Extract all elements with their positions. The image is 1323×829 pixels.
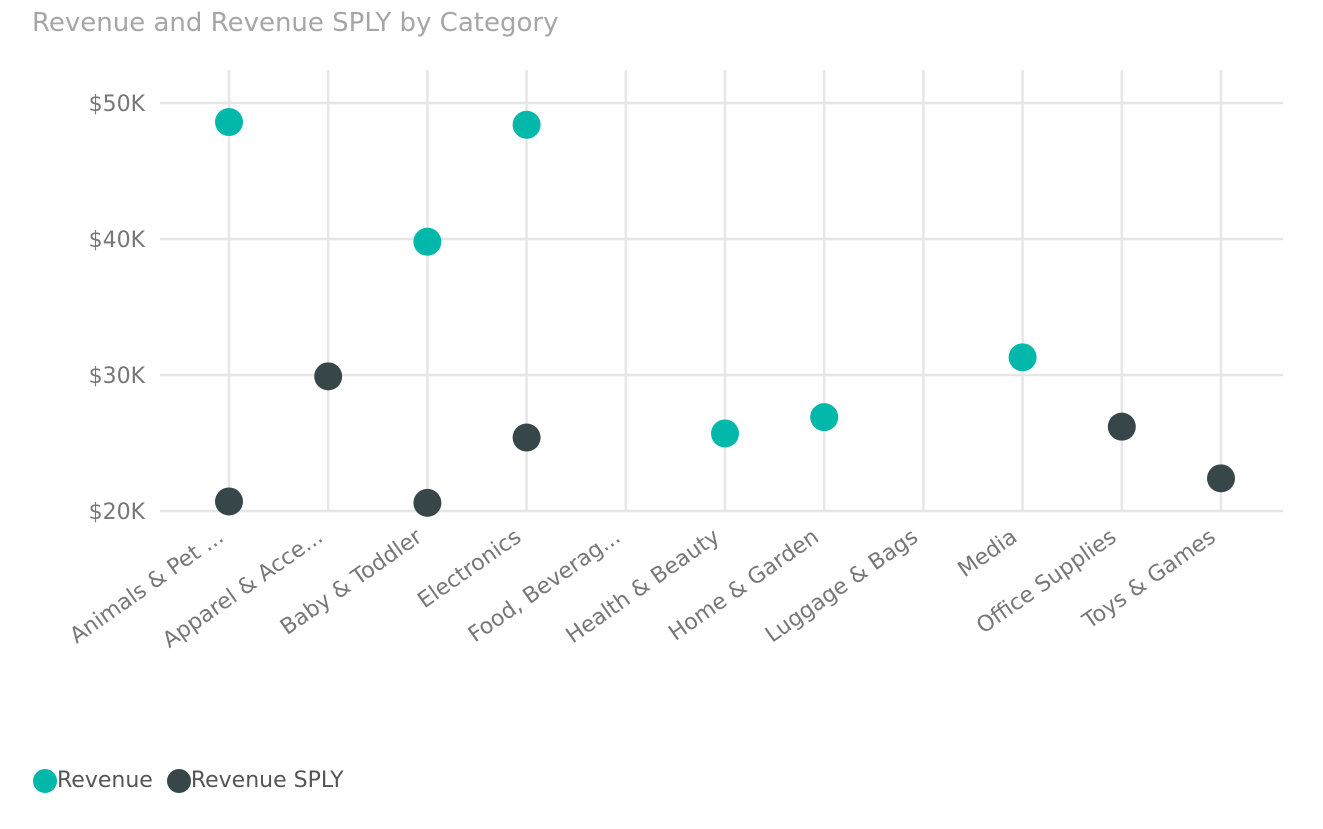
x-axis: Animals & Pet ...Apparel & Acce...Baby &… — [66, 524, 1221, 654]
point-revenue-sply-electronics[interactable] — [512, 423, 541, 452]
point-revenue-sply-animals-pet[interactable] — [215, 487, 243, 516]
point-revenue-sply-toys-games[interactable] — [1207, 464, 1235, 493]
legend-item-revenue-sply[interactable]: Revenue SPLY — [166, 768, 344, 793]
point-revenue-health-beauty[interactable] — [711, 419, 739, 448]
legend-label-revenue: Revenue — [57, 768, 153, 793]
legend-item-revenue[interactable]: Revenue — [33, 768, 153, 793]
legend-label-revenue-sply: Revenue SPLY — [190, 768, 344, 793]
x-tick-label-apparel-acce: Apparel & Acce... — [158, 524, 327, 653]
point-revenue-media[interactable] — [1008, 343, 1037, 372]
y-axis: $20K $30K $40K $50K — [89, 92, 146, 525]
legend-marker-revenue-sply — [166, 768, 191, 793]
point-revenue-electronics[interactable] — [512, 110, 541, 139]
point-revenue-home-garden[interactable] — [810, 403, 839, 432]
y-tick-label: $50K — [89, 92, 146, 117]
data-points — [215, 108, 1235, 517]
legend: Revenue Revenue SPLY — [33, 768, 358, 793]
y-tick-label: $30K — [89, 364, 146, 389]
chart-title: Revenue and Revenue SPLY by Category — [32, 8, 559, 38]
point-revenue-sply-office-supplies[interactable] — [1107, 412, 1136, 441]
x-tick-label-media: Media — [954, 524, 1022, 582]
point-revenue-sply-baby-toddler[interactable] — [413, 488, 442, 517]
y-tick-label: $40K — [89, 228, 146, 253]
legend-marker-revenue — [33, 768, 57, 793]
point-revenue-baby-toddler[interactable] — [413, 227, 442, 256]
y-tick-label: $20K — [89, 500, 146, 525]
scatter-chart: $20K $30K $40K $50K Animals & Pet ...Appare… — [66, 70, 1283, 654]
point-revenue-sply-apparel-acce[interactable] — [314, 362, 343, 391]
point-revenue-animals-pet[interactable] — [215, 108, 243, 137]
